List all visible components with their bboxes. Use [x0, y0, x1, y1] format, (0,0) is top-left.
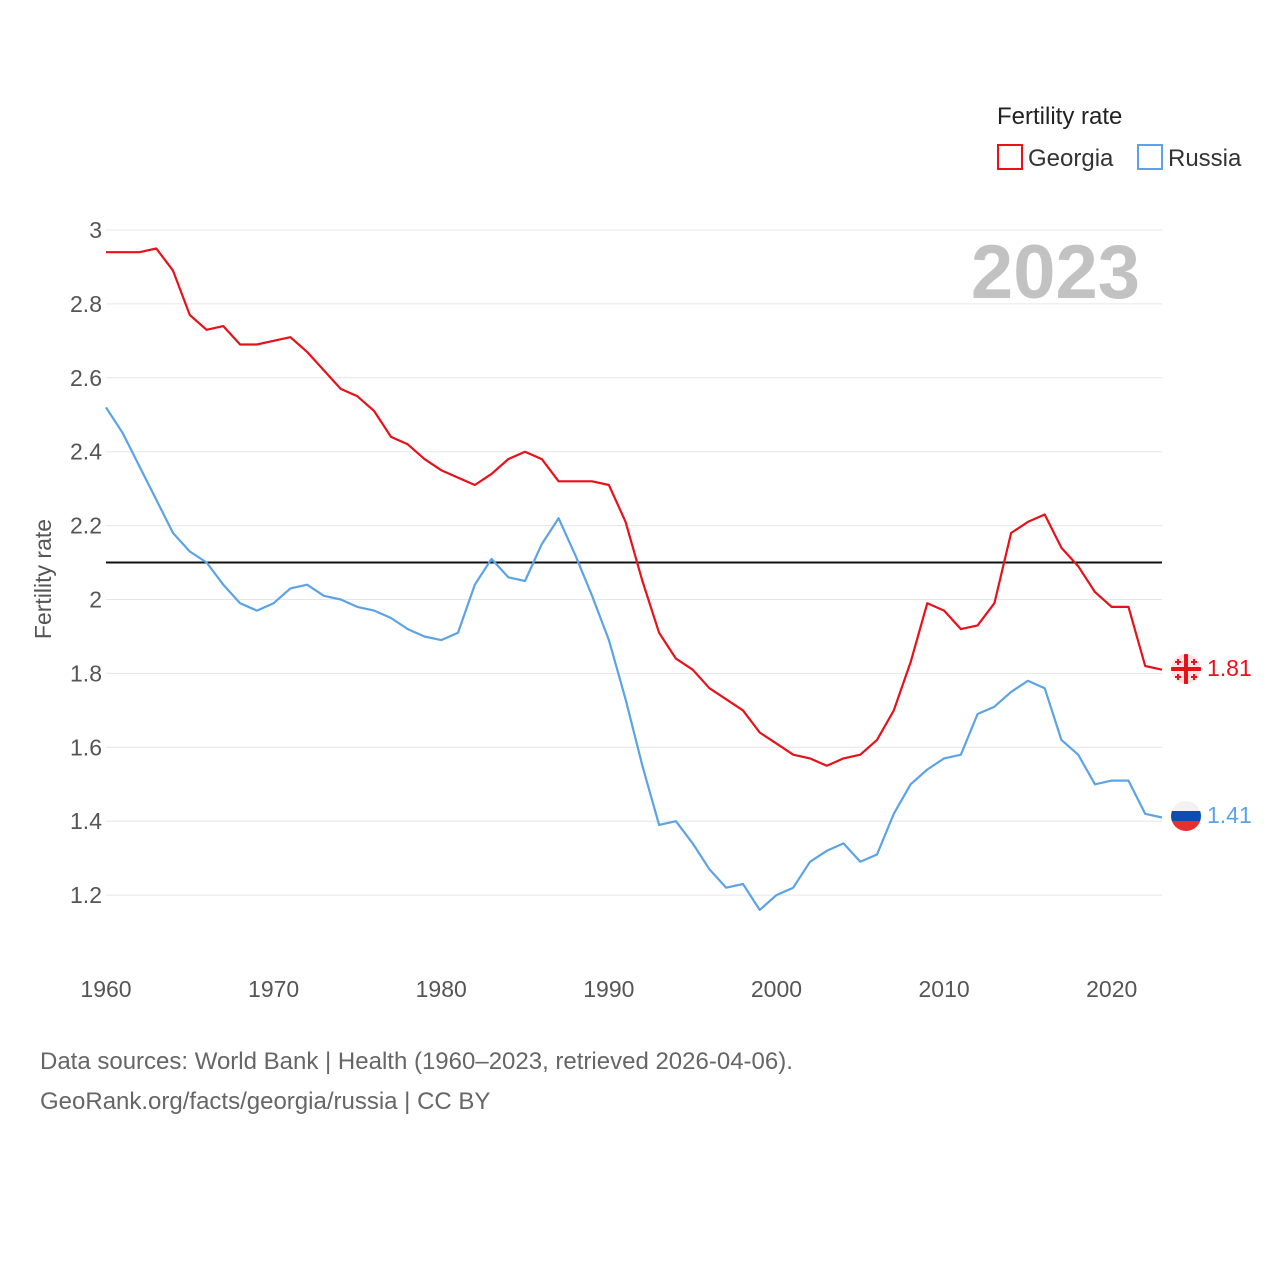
- x-tick-label: 1980: [416, 976, 467, 1002]
- x-tick-label: 1990: [583, 976, 634, 1002]
- series-line-russia: [105, 406, 1163, 912]
- y-tick-label: 2.6: [70, 365, 102, 391]
- legend-swatch-russia: [1137, 144, 1163, 170]
- y-tick-label: 1.4: [70, 808, 102, 834]
- russia-end-marker: 1.41: [1171, 801, 1252, 831]
- y-tick-label: 2.2: [70, 513, 102, 539]
- year-watermark: 2023: [971, 230, 1140, 315]
- y-tick-label: 2.8: [70, 291, 102, 317]
- legend-title: Fertility rate: [997, 103, 1122, 130]
- y-tick-label: 1.6: [70, 734, 102, 760]
- x-tick-label: 2010: [919, 976, 970, 1002]
- y-axis-label: Fertility rate: [30, 519, 56, 639]
- legend-item-georgia[interactable]: Georgia: [997, 144, 1114, 172]
- y-tick-label: 3: [89, 217, 102, 243]
- x-tick-label: 2020: [1086, 976, 1137, 1002]
- y-tick-label: 1.2: [70, 882, 102, 908]
- y-tick-label: 2.4: [70, 439, 102, 465]
- georgia-end-value: 1.81: [1207, 655, 1252, 681]
- x-axis-ticks: 1960 1970 1980 1990 2000 2010 2020: [80, 976, 1137, 1002]
- georgia-end-marker: 1.81: [1171, 654, 1252, 684]
- russia-end-value: 1.41: [1207, 802, 1252, 828]
- legend-label-russia: Russia: [1168, 145, 1242, 172]
- y-tick-label: 2: [89, 587, 102, 613]
- legend-item-russia[interactable]: Russia: [1137, 144, 1242, 172]
- series-lines: [105, 247, 1163, 912]
- russia-flag-icon: [1171, 801, 1201, 831]
- georgia-flag-icon: [1171, 654, 1201, 684]
- source-note: Data sources: World Bank | Health (1960–…: [40, 1042, 793, 1122]
- y-axis-ticks: 1.2 1.4 1.6 1.8 2 2.2 2.4 2.6 2.8 3: [70, 217, 102, 908]
- grid-lines: [106, 229, 1162, 896]
- legend-label-georgia: Georgia: [1028, 145, 1114, 172]
- y-tick-label: 1.8: [70, 660, 102, 686]
- legend: Fertility rate Georgia Russia: [997, 103, 1242, 172]
- source-line-1: Data sources: World Bank | Health (1960–…: [40, 1048, 793, 1075]
- x-tick-label: 1970: [248, 976, 299, 1002]
- legend-swatch-georgia: [997, 144, 1023, 170]
- x-tick-label: 2000: [751, 976, 802, 1002]
- source-line-2[interactable]: GeoRank.org/facts/georgia/russia | CC BY: [40, 1088, 491, 1115]
- series-line-georgia: [106, 247, 1163, 767]
- x-tick-label: 1960: [80, 976, 131, 1002]
